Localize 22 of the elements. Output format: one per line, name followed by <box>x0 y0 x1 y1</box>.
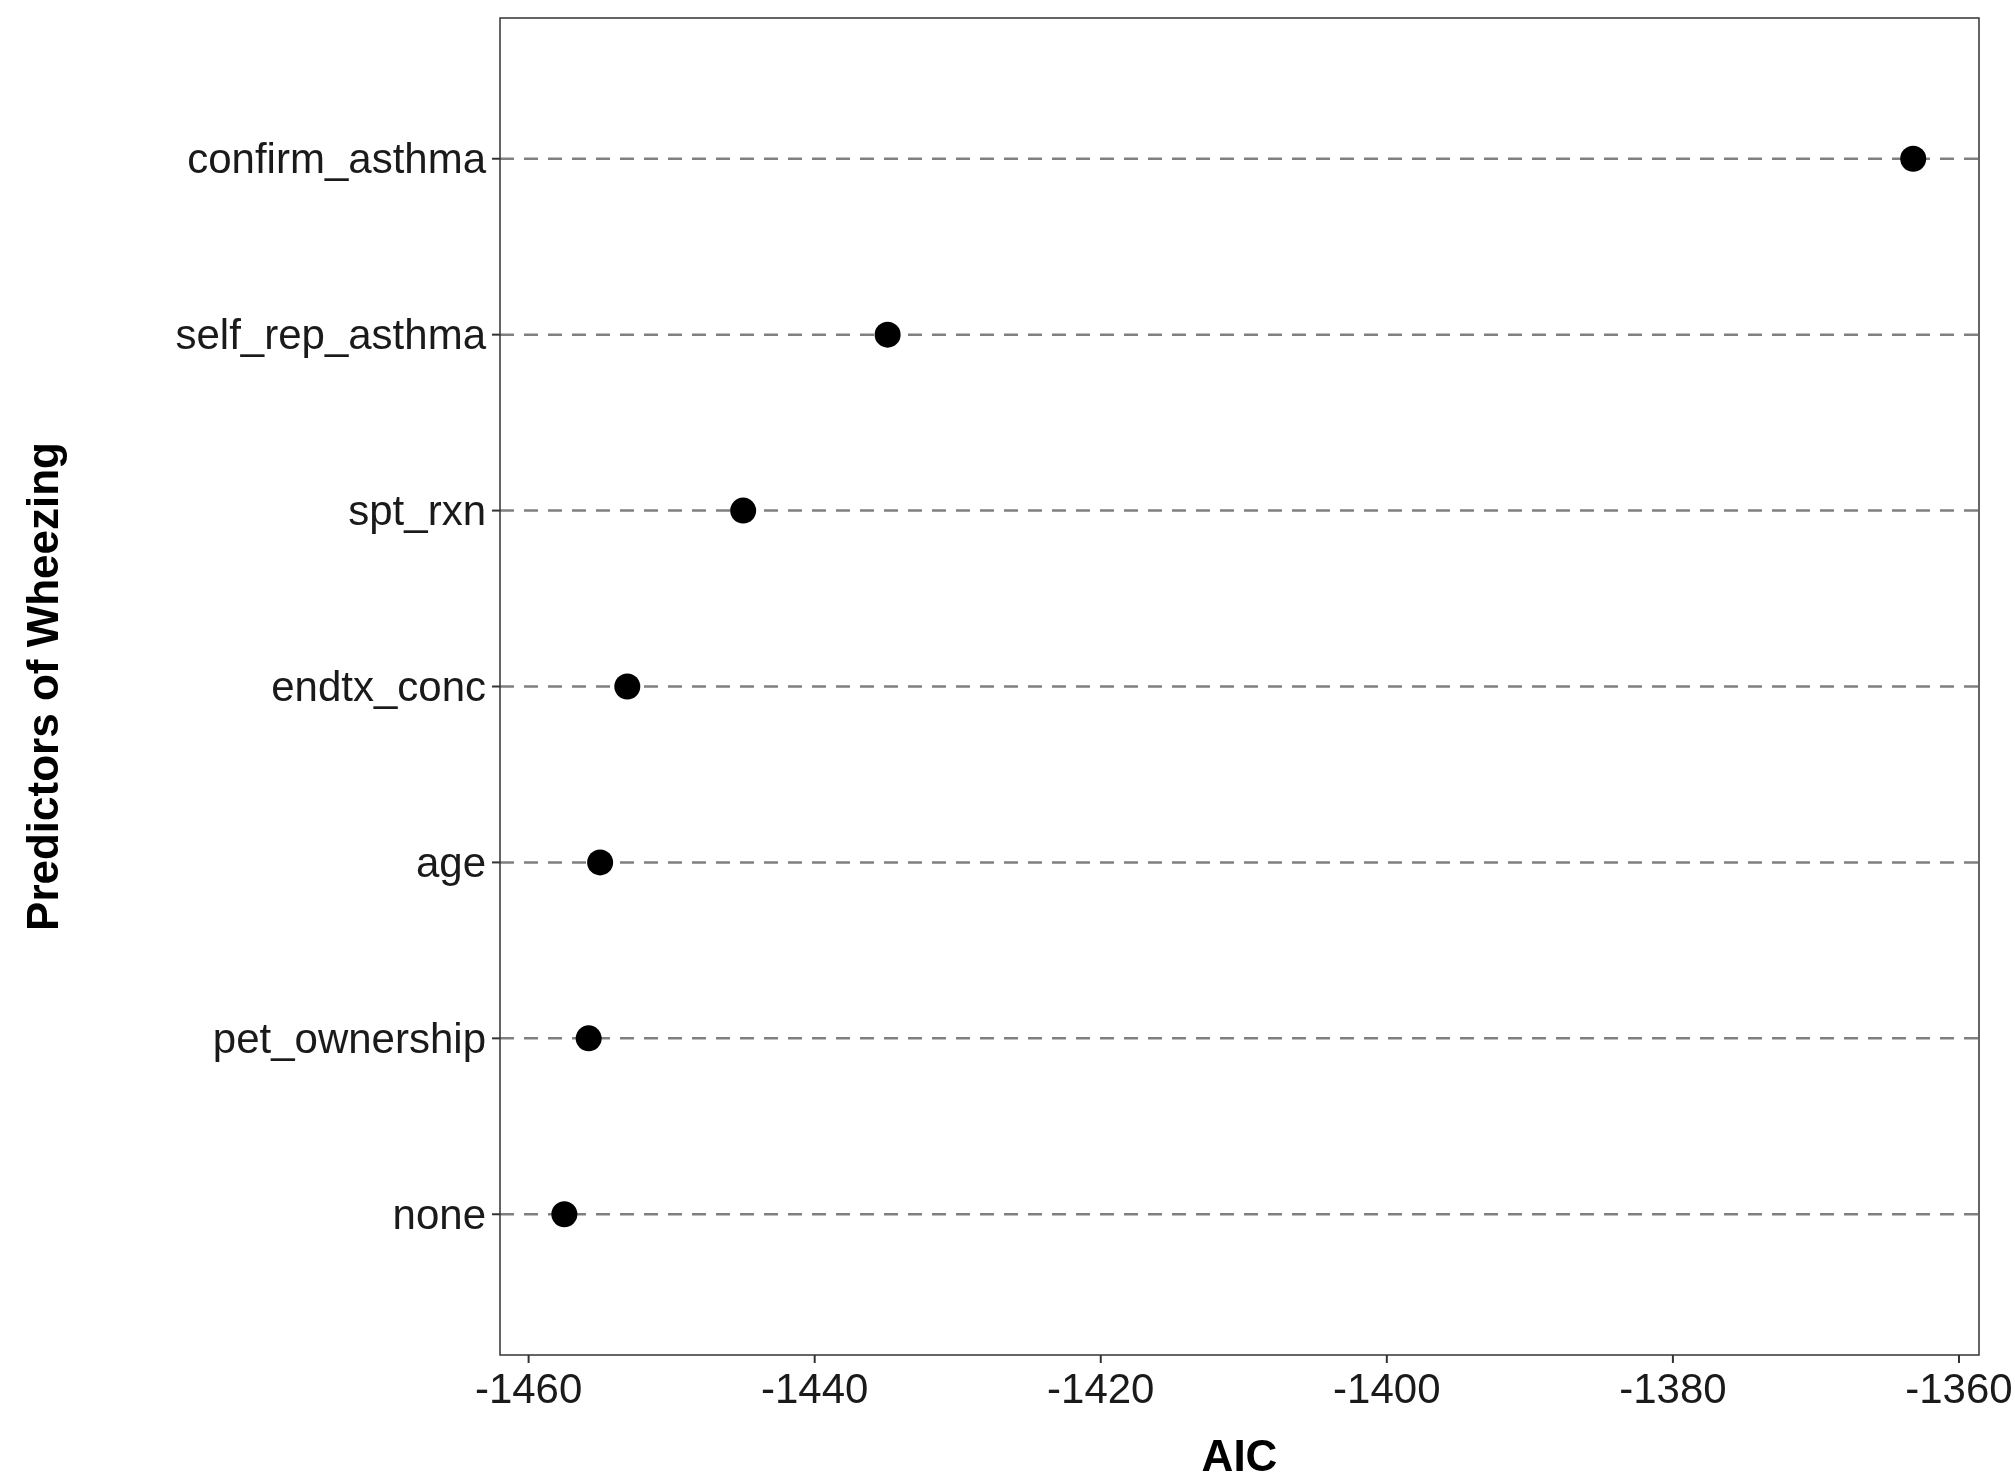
y-tick-label: confirm_asthma <box>187 135 487 183</box>
y-tick-label: pet_ownership <box>212 1015 486 1063</box>
point <box>587 849 614 876</box>
y-tick-label: age <box>415 839 486 887</box>
x-axis-title: AIC <box>1201 1431 1278 1475</box>
point <box>1900 145 1927 172</box>
point <box>730 497 757 524</box>
x-tick-label: -1360 <box>1905 1365 2013 1412</box>
x-tick-label: -1380 <box>1619 1365 1727 1412</box>
y-tick-label: self_rep_asthma <box>175 311 487 359</box>
x-tick-label: -1440 <box>760 1365 869 1412</box>
point <box>551 1201 578 1228</box>
point <box>575 1025 602 1052</box>
y-axis-title: Predictors of Wheezing <box>18 442 67 931</box>
y-tick-label: endtx_conc <box>271 663 486 711</box>
x-tick-label: -1460 <box>474 1365 583 1412</box>
point <box>614 673 641 700</box>
point <box>874 321 901 348</box>
y-tick-label: spt_rxn <box>348 487 486 535</box>
y-tick-label: none <box>392 1190 486 1238</box>
x-tick-label: -1420 <box>1047 1365 1155 1412</box>
x-tick-label: -1400 <box>1333 1365 1441 1412</box>
